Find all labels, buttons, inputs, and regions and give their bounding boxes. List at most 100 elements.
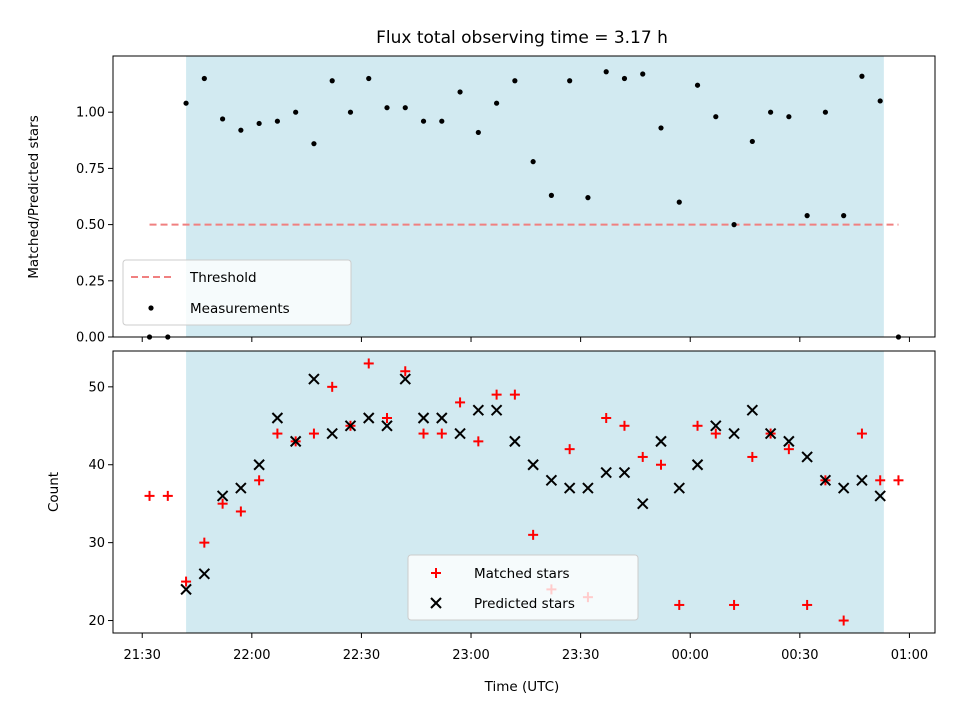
- predicted-stars-point: [235, 482, 247, 494]
- predicted-x-b: [582, 482, 594, 494]
- predicted-stars-point: [545, 474, 558, 487]
- measurement-point: [183, 100, 189, 106]
- predicted-x-b: [198, 568, 211, 580]
- measurement-point: [859, 73, 865, 79]
- matched-stars-point: [838, 615, 849, 626]
- legend-measurements-label: Measurements: [190, 301, 290, 317]
- measurement-point: [420, 118, 427, 124]
- measurement-point: [731, 222, 737, 228]
- predicted-x-b: [710, 420, 722, 432]
- measurement-point: [621, 75, 628, 82]
- top-y-tick-label: 1.00: [76, 106, 105, 121]
- measurement-point: [256, 120, 262, 127]
- predicted-x-b: [381, 420, 393, 432]
- predicted-stars-point: [509, 435, 521, 448]
- predicted-stars-point: [874, 490, 886, 502]
- measurement-point: [841, 213, 847, 219]
- matched-stars-point: [656, 459, 666, 470]
- predicted-x-b: [454, 427, 466, 440]
- legend-matched-label: Matched stars: [474, 566, 570, 582]
- predicted-stars-point: [216, 490, 229, 502]
- matched-stars-point: [144, 490, 155, 501]
- matched-stars-point: [564, 444, 575, 455]
- predicted-stars-point: [582, 482, 594, 494]
- top-panel-plot-area: 0.00 0.25 0.50 0.75 1.00 Threshold Measurement…: [76, 55, 936, 346]
- predicted-stars-point: [563, 482, 576, 494]
- measurement-point: [877, 98, 883, 104]
- predicted-stars-point: [436, 412, 448, 424]
- measurement-point: [293, 109, 299, 115]
- measurement-point: [640, 71, 646, 77]
- predicted-stars-point: [801, 451, 813, 463]
- matched-stars-point: [802, 599, 813, 610]
- x-tick-label: 00:00: [671, 648, 708, 663]
- matched-stars-point: [491, 389, 502, 400]
- predicted-stars-point: [728, 427, 740, 440]
- measurement-point: [676, 199, 682, 205]
- legend-x-b: [430, 597, 442, 609]
- legend-threshold-label: Threshold: [189, 270, 257, 286]
- predicted-x-b: [600, 466, 612, 479]
- measurement-point: [786, 114, 792, 120]
- predicted-stars-point: [764, 427, 777, 440]
- measurement-point: [347, 109, 354, 115]
- predicted-x-b: [819, 474, 832, 487]
- matched-stars-point: [436, 428, 447, 439]
- matched-stars-point: [400, 366, 411, 377]
- bottom-y-tick-label: 50: [88, 380, 105, 395]
- predicted-x-b: [691, 459, 704, 471]
- x-tick-label: 23:00: [452, 648, 489, 663]
- matched-stars-point: [235, 506, 246, 517]
- predicted-stars-point: [271, 412, 284, 424]
- matched-stars-point: [619, 420, 630, 431]
- predicted-stars-point: [363, 412, 375, 424]
- predicted-stars-point: [417, 412, 430, 424]
- x-tick-label: 01:00: [891, 648, 928, 663]
- predicted-x-b: [326, 427, 338, 440]
- predicted-stars-point: [783, 435, 795, 448]
- measurement-point: [220, 116, 226, 122]
- predicted-x-b: [764, 427, 777, 440]
- predicted-x-b: [235, 482, 247, 494]
- measurement-point: [822, 109, 829, 115]
- predicted-stars-point: [655, 435, 667, 448]
- predicted-stars-point: [618, 466, 631, 479]
- predicted-stars-point: [819, 474, 832, 487]
- predicted-stars-point: [289, 435, 302, 448]
- matched-stars-point: [217, 498, 228, 509]
- matched-stars-point: [893, 475, 904, 486]
- measurement-point: [603, 69, 609, 75]
- measurement-point: [238, 127, 244, 133]
- legend-predicted-label: Predicted stars: [474, 596, 575, 612]
- predicted-stars-point: [490, 404, 503, 416]
- top-y-tick-label: 0.00: [76, 331, 105, 346]
- measurement-point: [274, 118, 280, 124]
- predicted-x-b: [308, 373, 320, 385]
- measurement-point: [439, 118, 445, 124]
- x-tick-label: 22:00: [233, 648, 270, 663]
- x-tick-label: 21:30: [123, 648, 160, 663]
- predicted-stars-point: [454, 427, 466, 440]
- measurement-point: [713, 114, 719, 120]
- matched-stars-point: [601, 412, 612, 423]
- predicted-stars-point: [837, 482, 850, 494]
- measurement-point: [311, 141, 317, 147]
- matched-stars-point: [692, 420, 703, 431]
- predicted-x-b: [509, 435, 521, 448]
- predicted-stars-point: [253, 459, 265, 471]
- matched-stars-point: [637, 451, 648, 462]
- matched-stars-point: [382, 412, 392, 423]
- measurement-point: [512, 78, 518, 84]
- predicted-stars-point: [344, 420, 357, 432]
- measurement-point: [658, 125, 664, 131]
- predicted-stars-point: [527, 459, 539, 471]
- measurement-point: [804, 213, 810, 219]
- predicted-stars-point: [856, 474, 868, 487]
- predicted-stars-point: [180, 583, 192, 596]
- matched-stars-point: [418, 428, 429, 439]
- matched-stars-point: [199, 537, 210, 548]
- predicted-x-b: [399, 373, 411, 385]
- predicted-stars-point: [326, 427, 338, 440]
- measurement-point: [530, 159, 536, 165]
- top-axes-frame: [112, 55, 936, 338]
